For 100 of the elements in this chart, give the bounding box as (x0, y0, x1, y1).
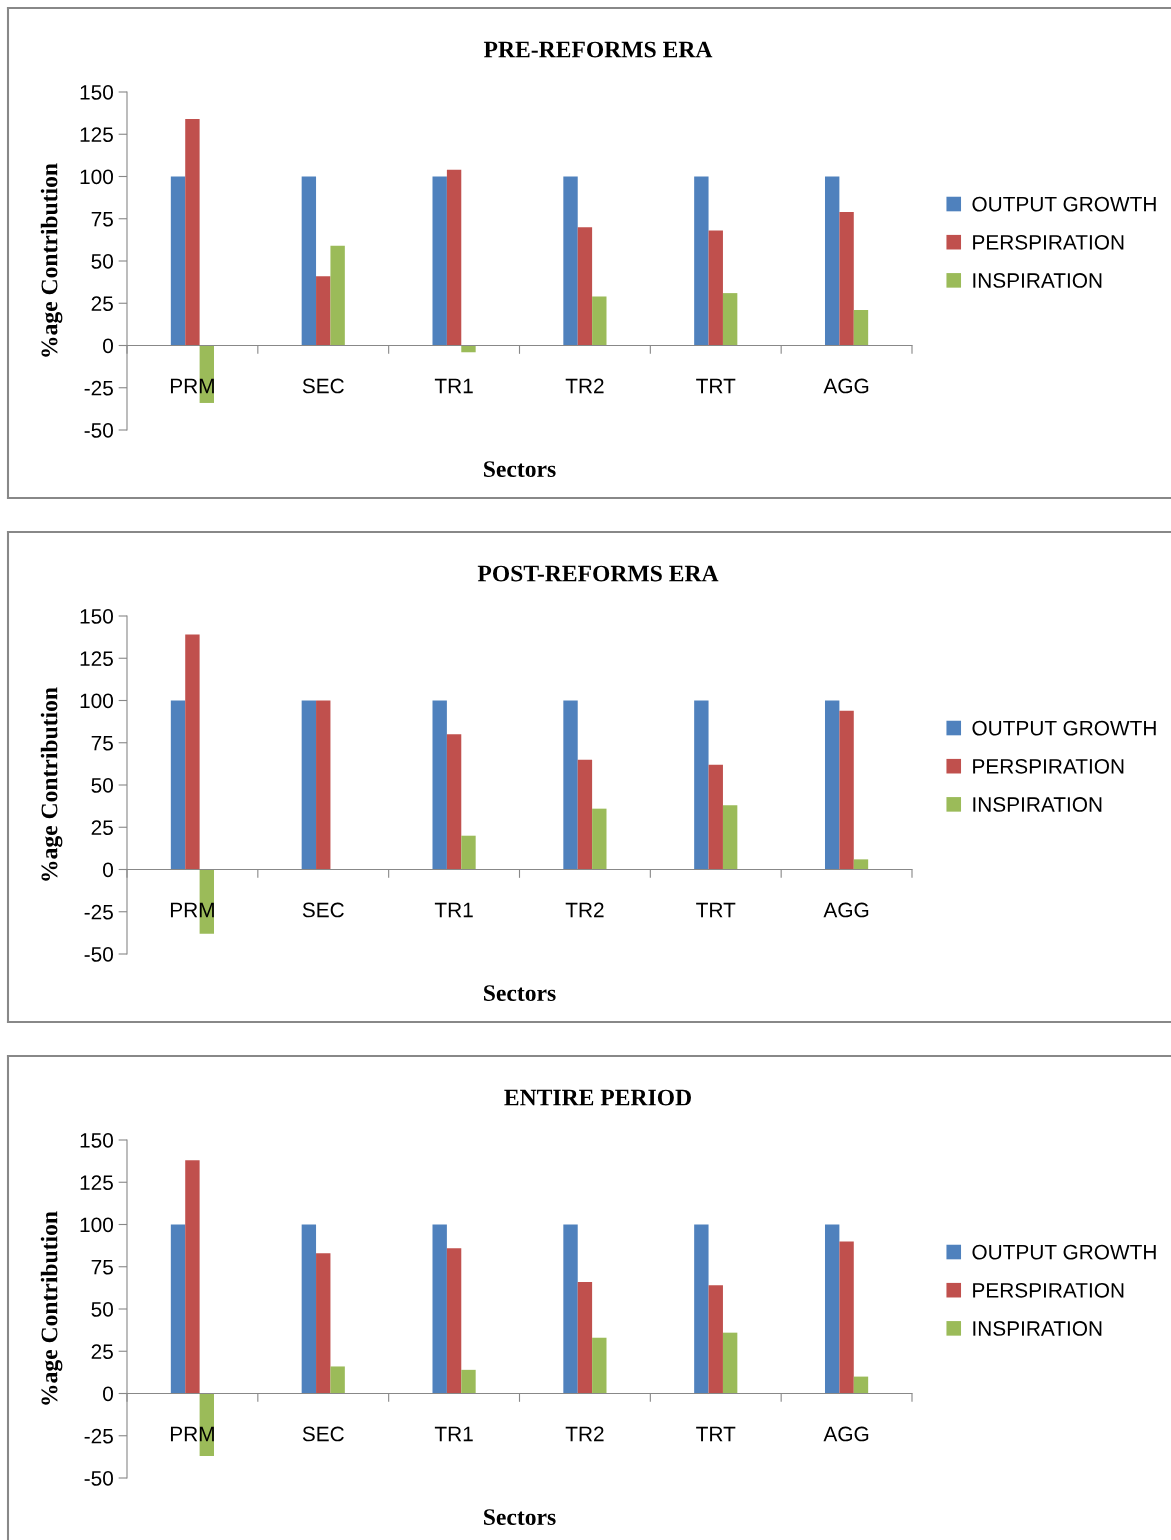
bar (825, 176, 840, 346)
bar (446, 169, 462, 346)
chart-title: ENTIRE PERIOD (504, 1089, 691, 1106)
y-tick-label: 25 (91, 1344, 113, 1359)
bar (722, 1332, 738, 1394)
x-tick-label: TR1 (434, 902, 473, 918)
y-tick-label: 150 (80, 1133, 113, 1148)
x-axis-title: Sectors (484, 461, 556, 478)
bar (170, 176, 186, 346)
bar (330, 245, 345, 346)
x-tick-label: TR2 (565, 1426, 604, 1442)
bar (185, 119, 200, 346)
legend-label: OUTPUT GROWTH (972, 196, 1156, 212)
x-tick-label: TR2 (565, 902, 604, 918)
bar (708, 1285, 723, 1394)
bar (722, 293, 738, 346)
bar (694, 176, 709, 346)
y-tick-label: 50 (91, 254, 113, 269)
bar (708, 230, 723, 346)
bar (853, 310, 869, 346)
bar (432, 1224, 447, 1394)
x-tick-label: TRT (696, 902, 736, 918)
y-tick-label: 100 (80, 169, 113, 185)
y-tick-label: 125 (80, 1175, 113, 1190)
bar (461, 1369, 476, 1394)
y-tick-label: -25 (84, 380, 113, 396)
bar (461, 345, 476, 353)
x-tick-label: SEC (302, 902, 344, 918)
legend-label: INSPIRATION (973, 797, 1102, 812)
y-tick-label: 125 (80, 127, 113, 142)
y-tick-label: 75 (91, 211, 113, 227)
bar (563, 700, 578, 870)
bar (577, 227, 593, 346)
y-tick-label: -50 (84, 423, 113, 438)
bar (592, 808, 607, 870)
x-tick-label: SEC (302, 1426, 344, 1442)
bar (316, 1253, 331, 1394)
bar (461, 835, 476, 870)
legend-label: OUTPUT GROWTH (972, 1244, 1156, 1260)
y-tick-label: 150 (80, 609, 113, 624)
bar (301, 1224, 317, 1394)
legend-label: INSPIRATION (973, 1321, 1102, 1336)
bar (301, 700, 317, 870)
y-tick-label: -50 (84, 947, 113, 962)
y-tick-label: 0 (103, 338, 113, 354)
bar (330, 1366, 345, 1394)
y-tick-label: 75 (91, 735, 113, 751)
y-tick-label: 50 (91, 778, 113, 793)
bar (708, 764, 723, 870)
bar (563, 176, 578, 346)
y-tick-label: 50 (91, 1302, 113, 1317)
legend-label: OUTPUT GROWTH (972, 720, 1156, 736)
bar (853, 859, 869, 870)
bar (577, 1281, 593, 1394)
x-tick-label: TR1 (434, 1426, 473, 1442)
y-axis-title: %age Contribution (40, 1211, 63, 1405)
bar (577, 759, 593, 870)
y-tick-label: 100 (80, 1217, 113, 1233)
bar (446, 734, 462, 870)
bar (592, 296, 607, 346)
y-axis-title: %age Contribution (40, 163, 63, 357)
x-tick-label: AGG (823, 378, 869, 394)
bar (185, 1160, 200, 1394)
bar (432, 700, 447, 870)
bar (825, 1224, 840, 1394)
y-axis-title: %age Contribution (40, 687, 63, 881)
bar (839, 1241, 854, 1394)
bar (170, 700, 186, 870)
bar (839, 211, 854, 346)
x-tick-label: AGG (823, 1426, 869, 1442)
bar (694, 1224, 709, 1394)
y-tick-label: -25 (84, 1428, 113, 1444)
y-tick-label: 125 (80, 651, 113, 666)
bar (316, 700, 331, 870)
bar (185, 634, 200, 870)
legend-label: PERSPIRATION (973, 1282, 1124, 1298)
x-axis-title: Sectors (484, 985, 556, 1002)
bar (853, 1376, 869, 1394)
y-tick-label: -25 (84, 904, 113, 920)
bar (839, 710, 854, 870)
x-tick-label: TRT (696, 378, 736, 394)
x-tick-label: TR1 (434, 378, 473, 394)
bar (722, 805, 738, 870)
y-tick-label: 100 (80, 693, 113, 709)
bar (446, 1248, 462, 1394)
legend-label: PERSPIRATION (973, 234, 1124, 250)
y-tick-label: 75 (91, 1259, 113, 1275)
legend-label: INSPIRATION (973, 273, 1102, 288)
bar (563, 1224, 578, 1394)
bar (825, 700, 840, 870)
x-tick-label: TRT (696, 1426, 736, 1442)
bar (316, 276, 331, 346)
x-tick-label: AGG (823, 902, 869, 918)
x-tick-label: TR2 (565, 378, 604, 394)
y-tick-label: 0 (103, 1386, 113, 1402)
x-tick-label: SEC (302, 378, 344, 394)
y-tick-label: 25 (91, 820, 113, 835)
chart-title: POST-REFORMS ERA (477, 565, 719, 582)
bar (170, 1224, 186, 1394)
x-axis-title: Sectors (484, 1509, 556, 1526)
